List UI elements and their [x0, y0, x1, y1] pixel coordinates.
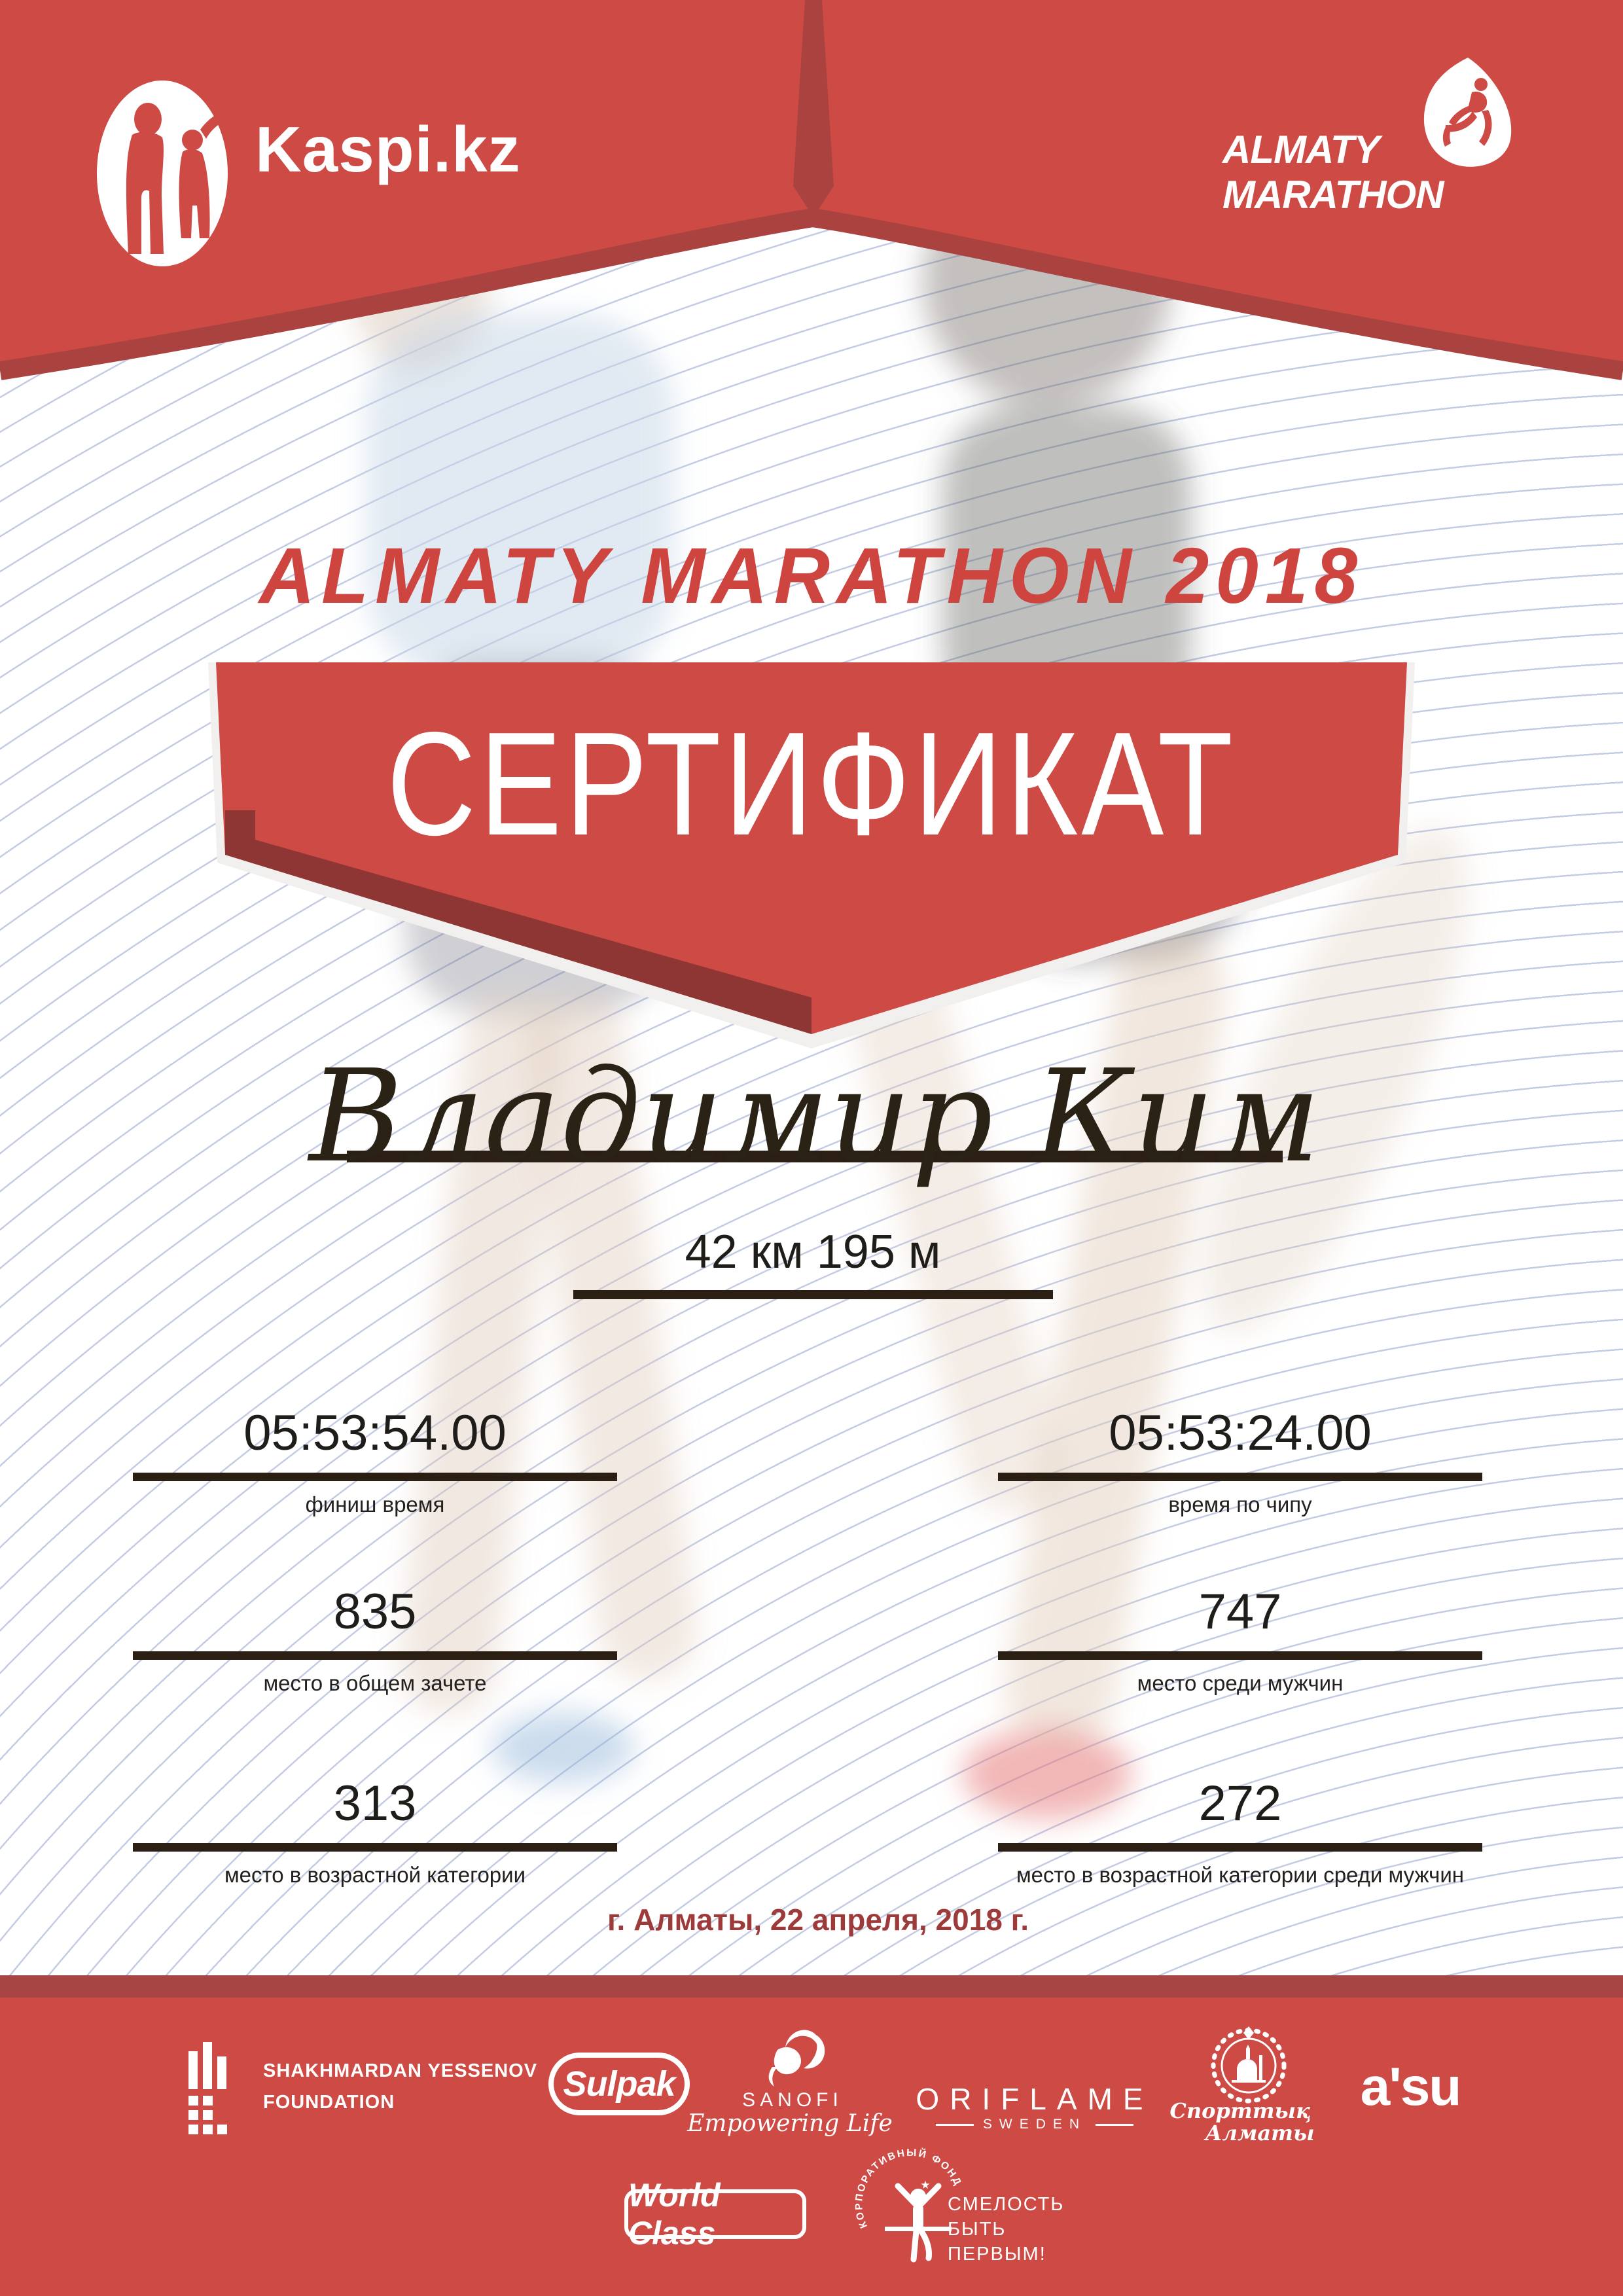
stat-underline	[133, 1651, 617, 1660]
yessenov-foundation-label2: FOUNDATION	[263, 2092, 395, 2113]
stat-underline	[133, 1843, 617, 1852]
star-icon: ★	[920, 2179, 930, 2191]
stat-label: время по чипу	[1168, 1492, 1312, 1516]
oriflame-dash-right	[1096, 2123, 1134, 2126]
stat-label: место среди мужчин	[1137, 1671, 1344, 1695]
stat-overall-place: 835 место в общем зачете	[80, 1587, 669, 1696]
stat-value: 835	[333, 1584, 417, 1640]
kaspi-logo-icon	[97, 81, 228, 266]
stat-chip-time: 05:53:24.00 время по чипу	[946, 1408, 1535, 1517]
header-ribbon-center-fold	[793, 0, 834, 217]
participant-name: Владимир Ким	[309, 1042, 1321, 1191]
date-line: г. Алматы, 22 апреля, 2018 г.	[607, 1903, 1029, 1937]
asu-logo-text: a'su	[1360, 2057, 1462, 2117]
almaty-marathon-logo-icon	[1423, 58, 1512, 167]
header-ribbon	[0, 0, 1623, 380]
fund-motto-line1: СМЕЛОСТЬ	[948, 2194, 1065, 2215]
yessenov-foundation-label: SHAKHMARDAN YESSENOV	[263, 2060, 538, 2081]
yessenov-foundation-icon	[188, 2042, 227, 2134]
certificate-title: ALMATY MARATHON 2018	[259, 531, 1364, 620]
distance-underline	[573, 1290, 1053, 1299]
stat-age-group-men-place: 272 место в возрастной категории среди м…	[946, 1779, 1535, 1888]
stat-value: 272	[1198, 1776, 1282, 1831]
almaty-marathon-logo-line1: ALMATY	[1222, 128, 1380, 171]
sanofi-logo-text: SANOFI	[742, 2089, 843, 2111]
sport-almaty-emblem-icon	[1211, 2026, 1287, 2104]
stat-finish-time: 05:53:54.00 финиш время	[80, 1408, 669, 1517]
sulpak-logo: Sulpak	[548, 2053, 690, 2115]
certificate-banner-shape	[208, 662, 1415, 1049]
stat-value: 05:53:54.00	[243, 1405, 507, 1461]
oriflame-logo-text: ORIFLAME	[916, 2082, 1154, 2116]
world-class-logo-text: World Class	[628, 2177, 721, 2251]
oriflame-sweden-row: SWEDEN	[935, 2117, 1134, 2132]
stat-men-place: 747 место среди мужчин	[946, 1587, 1535, 1696]
sanofi-bird-icon	[768, 2030, 825, 2087]
distance-value: 42 км 195 м	[685, 1226, 941, 1278]
stat-age-group-place: 313 место в возрастной категории	[80, 1779, 669, 1888]
sport-almaty-label2: Алматы	[1205, 2121, 1315, 2145]
stat-label: финиш время	[305, 1492, 445, 1516]
stat-label: место в возрастной категории	[224, 1863, 526, 1887]
stat-underline	[998, 1651, 1482, 1660]
sulpak-logo-text: Sulpak	[563, 2064, 675, 2104]
almaty-marathon-logo-line2: MARATHON	[1222, 173, 1444, 217]
oriflame-sweden-label: SWEDEN	[982, 2117, 1087, 2132]
header-ribbon-shadow-edge	[0, 207, 1623, 380]
oriflame-dash-left	[935, 2123, 974, 2126]
sport-almaty-label1: Спорттық	[1169, 2098, 1311, 2123]
stat-underline	[998, 1843, 1482, 1852]
footer-band	[0, 1998, 1623, 2296]
stat-underline	[998, 1473, 1482, 1481]
fund-motto-line2: БЫТЬ	[948, 2219, 1007, 2240]
stat-label: место в общем зачете	[263, 1671, 487, 1695]
name-underline	[347, 1151, 1283, 1162]
world-class-logo: World Class	[624, 2177, 806, 2251]
stat-value: 747	[1198, 1584, 1282, 1640]
stat-label: место в возрастной категории среди мужчи…	[1016, 1863, 1465, 1887]
stat-value: 05:53:24.00	[1109, 1405, 1372, 1461]
stat-value: 313	[333, 1776, 417, 1831]
banner-text: СЕРТИФИКАТ	[386, 701, 1237, 866]
footer-strip	[0, 1975, 1623, 1998]
fund-motto-line3: ПЕРВЫМ!	[948, 2244, 1046, 2265]
kaspi-logo-text: Kaspi.kz	[255, 113, 521, 185]
sanofi-tagline: Empowering Life	[687, 2110, 893, 2137]
stat-underline	[133, 1473, 617, 1481]
